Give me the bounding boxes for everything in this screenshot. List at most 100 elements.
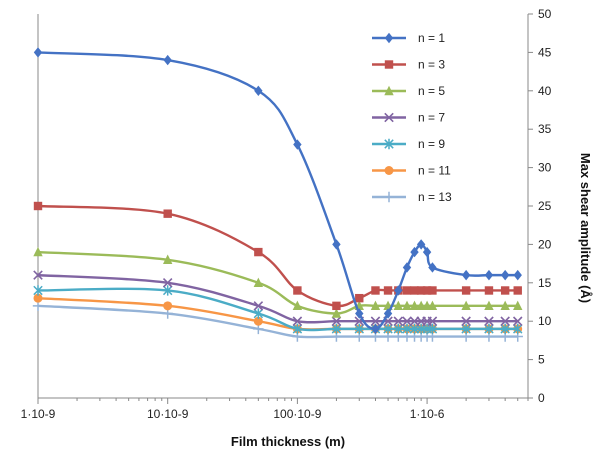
data-point [293,139,302,150]
data-point [428,286,437,295]
data-point [512,316,523,326]
series-n-1 [33,47,522,335]
data-point [416,239,426,250]
data-point [332,301,341,311]
data-point [253,301,264,311]
data-point [162,285,173,296]
data-point [332,239,341,250]
series-n-13 [32,300,523,342]
data-point [33,285,43,296]
legend-marker [384,112,394,123]
x-tick-label: 10·10-9 [147,407,189,421]
x-axis-ticks: 1·10-9 10·10-9 100·10-9 1·10-6 [21,398,529,421]
data-point [500,316,510,326]
data-point [162,278,173,288]
data-point [253,308,264,319]
legend-marker [384,32,394,44]
data-point [383,323,393,335]
y-tick-label: 15 [538,276,552,290]
data-point [33,270,43,280]
legend-item: n = 3 [372,58,445,72]
data-point [461,316,471,326]
data-point [292,300,303,311]
data-point [331,308,342,318]
legend-marker [384,85,394,96]
series-n-9 [33,285,523,335]
data-point [402,323,412,335]
data-point [254,85,263,96]
data-point [461,269,471,281]
series-line [37,250,518,315]
data-point [33,201,43,211]
legend-label: n = 1 [418,31,445,45]
data-point [331,323,342,335]
data-point [410,286,419,295]
data-point [461,323,471,335]
y-tick-label: 5 [538,353,545,367]
x-tick-label: 1·10-9 [21,407,56,421]
data-point [410,246,419,258]
data-point [402,286,412,295]
x-axis-title: Film thickness (m) [231,434,345,449]
data-point [355,308,364,319]
data-point [513,269,522,281]
data-point [383,286,393,295]
data-point [355,293,364,303]
data-point [484,300,494,311]
legend-marker [384,138,394,150]
x-tick-label: 1·10-6 [410,407,445,421]
legend-item: n = 5 [372,84,445,98]
data-point [500,286,510,295]
series-n-7 [33,270,523,326]
y-tick-label: 50 [538,7,552,21]
legend-label: n = 7 [418,111,445,125]
y-tick-label: 0 [538,391,545,405]
data-point [370,316,381,326]
legend-label: n = 5 [418,84,445,98]
data-point [33,293,43,303]
legend-label: n = 11 [418,164,451,178]
y-tick-label: 20 [538,237,552,251]
series-n-5 [33,246,523,318]
data-point [416,300,426,311]
data-point [331,316,342,326]
data-point [163,54,172,66]
series-layer [32,47,523,342]
data-point [500,269,510,281]
data-point [162,254,173,264]
data-point [484,323,494,335]
y-tick-label: 40 [538,84,552,98]
legend-item: n = 7 [372,111,445,125]
data-point [254,247,263,257]
y-tick-label: 35 [538,122,552,136]
legend: n = 1 n = 3 n = 5 n = 7 n = 9 n = 11 n = 13 [372,31,452,204]
data-point [393,300,404,311]
data-point [393,323,404,335]
y-tick-label: 25 [538,199,552,213]
y-tick-label: 45 [538,45,552,59]
data-point [461,286,471,295]
data-point [402,300,412,311]
data-point [484,316,494,326]
data-point [422,246,432,258]
legend-item: n = 9 [372,137,445,151]
data-point [513,286,522,295]
data-point [484,286,494,295]
data-point [484,269,494,281]
data-point [422,286,432,295]
data-point [427,316,438,326]
x-tick-label: 100·10-9 [273,407,321,421]
legend-label: n = 13 [418,190,452,204]
data-point [427,300,438,311]
y-axis-ticks: 0 5 10 15 20 25 30 35 40 45 50 [528,7,552,405]
data-point [292,316,303,326]
legend-marker [384,166,394,175]
legend-marker [383,191,395,203]
legend-item: n = 1 [372,31,445,45]
data-point [500,323,510,335]
data-point [33,246,43,257]
legend-item: n = 11 [372,164,451,178]
data-point [409,300,420,311]
legend-label: n = 3 [418,58,445,72]
